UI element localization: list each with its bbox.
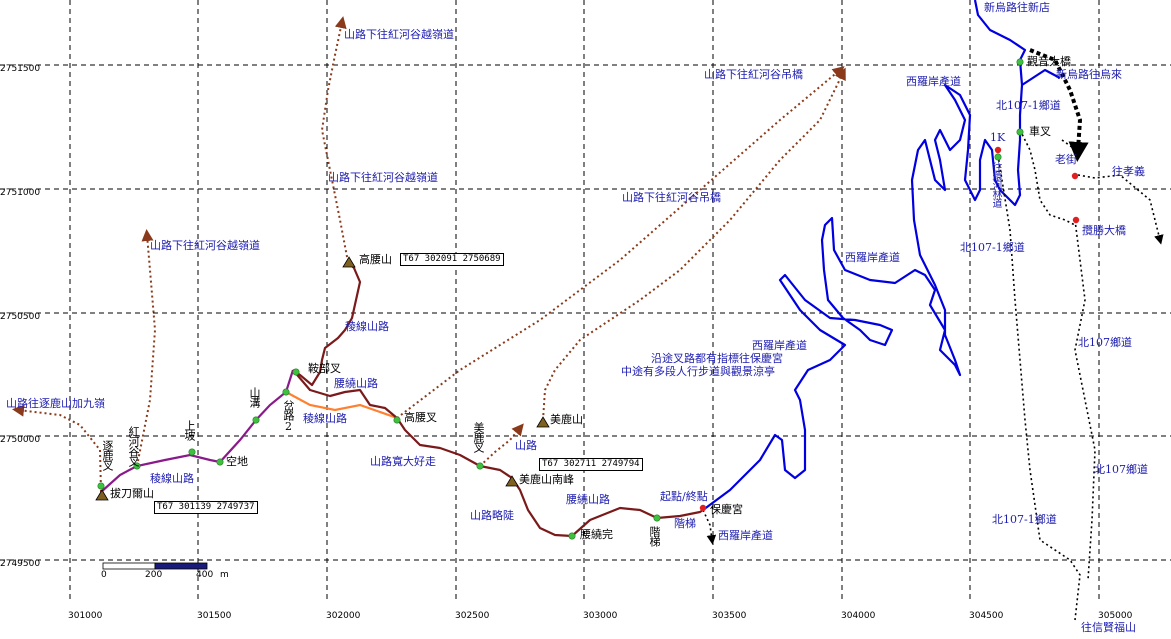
route-note: 山路下往紅河谷越嶺道 — [328, 171, 438, 184]
route-note: 西羅岸產道 — [718, 529, 773, 542]
waypoint-label[interactable]: 上坡 — [183, 420, 196, 440]
y-tick: 2751000 — [0, 188, 41, 198]
route-note: 山路下往紅河谷越嶺道 — [150, 239, 260, 252]
orange-trail — [285, 391, 398, 420]
y-tick: 2749500 — [0, 559, 41, 569]
peak-label[interactable]: 美鹿山 — [550, 413, 583, 426]
peak-label[interactable]: 美鹿山南峰 — [519, 473, 574, 486]
route-note: 山路下往紅河谷吊橋 — [704, 68, 803, 81]
scale-bar — [102, 562, 208, 570]
route-note: 稜線山路 — [345, 320, 389, 333]
route-note: 稜線山路 — [150, 472, 194, 485]
route-note: 山路下往紅河谷吊橋 — [622, 191, 721, 204]
waypoint-label[interactable]: 鞍部叉 — [308, 362, 341, 375]
red-points — [699, 146, 1080, 512]
route-note: 沿途叉路都有指標往保慶宮 — [651, 352, 783, 365]
route-note: 中途有多段人行步道與觀景涼亭 — [621, 365, 775, 378]
route-note: 北107-1鄉道 — [992, 513, 1057, 526]
waypoint-label[interactable]: 紅河谷叉 — [127, 426, 140, 466]
peak-icons — [95, 256, 550, 501]
route-note: 腰繞山路 — [566, 493, 610, 506]
route-note: 山路往逐鹿山加九嶺 — [6, 397, 105, 410]
peak-label[interactable]: 拔刀爾山 — [110, 487, 154, 500]
route-note: 往孝義 — [1112, 165, 1145, 178]
waypoint-label[interactable]: 老街 — [1055, 153, 1077, 166]
waypoint-label[interactable]: 保慶宮 — [710, 503, 743, 516]
coord-box: T67 302711 2749794 — [539, 458, 643, 471]
x-tick: 303500 — [712, 611, 747, 621]
route-note: 北107鄉道 — [1078, 336, 1132, 349]
waypoint-label[interactable]: 1K — [990, 131, 1006, 144]
waypoint-label[interactable]: 觀音大橋 — [1027, 55, 1071, 68]
route-note: 山路寬大好走 — [370, 455, 436, 468]
grid — [0, 0, 1171, 600]
waypoint-label[interactable]: 腰繞完 — [580, 528, 613, 541]
roads — [702, 0, 1061, 511]
scale-unit: m — [220, 570, 229, 580]
route-note: 稜線山路 — [303, 412, 347, 425]
x-tick: 305000 — [1098, 611, 1133, 621]
village-roads — [702, 48, 1164, 621]
route-note: 北107-1鄉道 — [960, 241, 1025, 254]
waypoints — [97, 58, 1024, 540]
scale-label: 200 — [145, 570, 163, 580]
y-tick: 2751500 — [0, 64, 41, 74]
x-tick: 301000 — [68, 611, 103, 621]
waypoint-label[interactable]: 山溝 — [248, 387, 261, 407]
waypoint-label[interactable]: 攬勝大橋 — [1082, 224, 1126, 237]
route-note: 往信賢福山 — [1081, 621, 1136, 634]
main-trail — [292, 261, 704, 538]
route-note: 北107鄉道 — [1094, 463, 1148, 476]
route-note: 新烏路往新店 — [984, 1, 1050, 14]
waypoint-label[interactable]: 岔路2 — [282, 400, 295, 432]
x-tick: 304500 — [969, 611, 1004, 621]
route-note: 往環河林道 — [990, 162, 1001, 207]
x-tick: 302000 — [326, 611, 361, 621]
coord-box: T67 302091 2750689 — [400, 253, 504, 266]
route-note: 西羅岸產道 — [845, 251, 900, 264]
y-tick: 2750500 — [0, 312, 41, 322]
waypoint-label[interactable]: 階梯 — [648, 526, 661, 546]
route-note: 北107-1鄉道 — [996, 99, 1061, 112]
waypoint-label[interactable]: 美鹿叉 — [472, 422, 485, 452]
route-note: 西羅岸產道 — [752, 339, 807, 352]
scale-label: 400 — [196, 570, 214, 580]
route-note: 腰繞山路 — [334, 377, 378, 390]
waypoint-label[interactable]: 起點/終點 — [660, 490, 708, 503]
route-note: 山路下往紅河谷越嶺道 — [344, 28, 454, 41]
waypoint-label[interactable]: 空地 — [226, 455, 248, 468]
route-note: 新烏路往烏來 — [1056, 68, 1122, 81]
coord-box: T67 301139 2749737 — [154, 501, 258, 514]
y-tick: 2750000 — [0, 435, 41, 445]
route-note: 西羅岸產道 — [906, 75, 961, 88]
waypoint-label[interactable]: 階梯 — [674, 517, 696, 530]
waypoint-label[interactable]: 逐鹿叉 — [101, 440, 114, 470]
side-routes — [12, 16, 846, 493]
scale-label: 0 — [101, 570, 107, 580]
route-note: 山路 — [515, 439, 537, 452]
waypoint-label[interactable]: 高腰叉 — [404, 411, 437, 424]
route-note: 山路略陡 — [470, 509, 514, 522]
waypoint-label[interactable]: 車叉 — [1029, 125, 1051, 138]
x-tick: 302500 — [455, 611, 490, 621]
x-tick: 304000 — [841, 611, 876, 621]
x-tick: 303000 — [583, 611, 618, 621]
peak-label[interactable]: 高腰山 — [359, 253, 392, 266]
x-tick: 301500 — [197, 611, 232, 621]
